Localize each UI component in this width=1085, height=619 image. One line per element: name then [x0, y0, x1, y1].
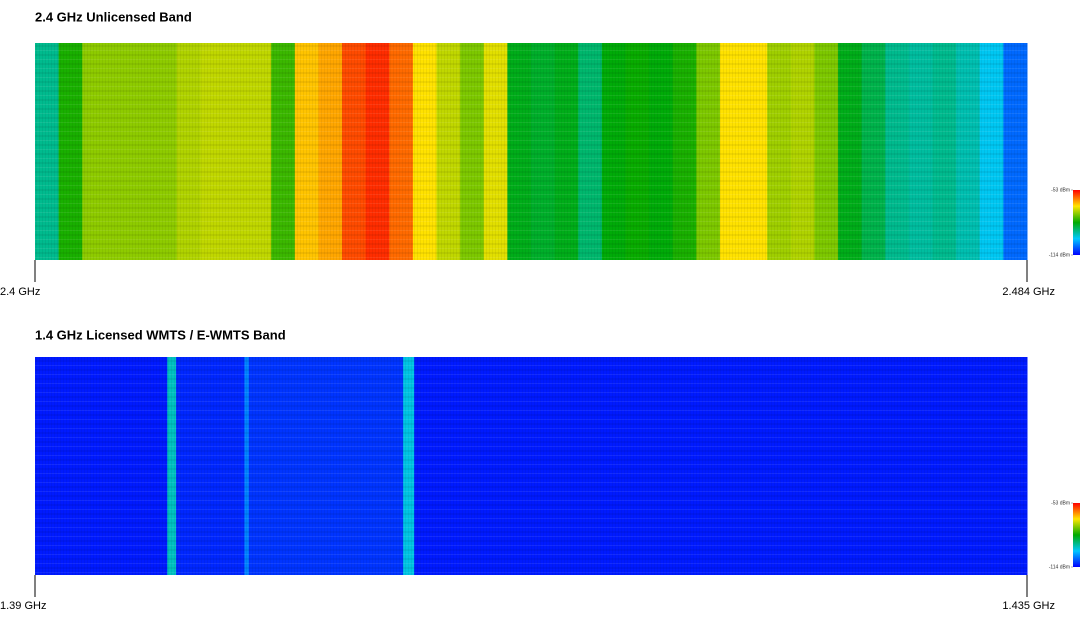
page: {"chart_data": [ {"type": "spectrogram",…: [0, 0, 1085, 614]
color-bar: [1073, 190, 1080, 255]
color-bar-label: -53 dBm: [1051, 187, 1070, 193]
chart-title: 2.4 GHz Unlicensed Band: [35, 9, 192, 24]
x-tick-label: 2.484 GHz: [1002, 286, 1055, 298]
color-bar-label: -114 dBm: [1049, 252, 1070, 258]
chart-title: 1.4 GHz Licensed WMTS / E-WMTS Band: [35, 327, 286, 342]
chart: 2.4 GHz Unlicensed Band 2.4 GHz 2.484 GHz -…: [0, 0, 1085, 614]
x-tick-label: 2.4 GHz: [0, 286, 40, 298]
x-tick-label: 1.39 GHz: [0, 600, 46, 612]
color-bar: [1073, 503, 1080, 567]
color-bar-label: -53 dBm: [1051, 500, 1070, 506]
color-bar-label: -114 dBm: [1049, 564, 1070, 570]
texture: [35, 43, 1027, 260]
x-tick-label: 1.435 GHz: [1002, 600, 1055, 612]
texture: [35, 357, 1027, 575]
